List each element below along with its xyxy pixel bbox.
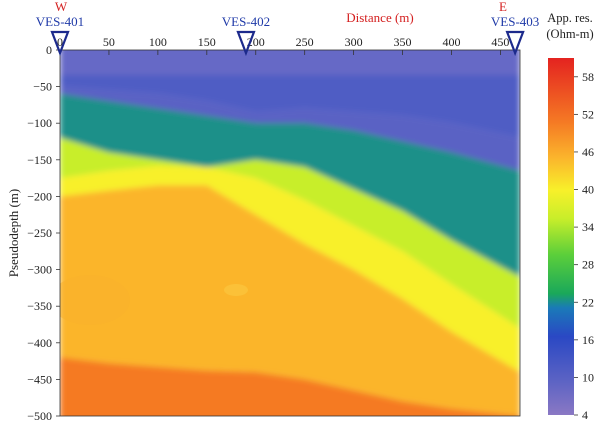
x-axis: 0 50 100 150 200 250 300 350 400 450 [57, 35, 509, 55]
y-tick-label: −50 [33, 80, 52, 94]
near-surface-wash [60, 50, 520, 75]
east-label: E [499, 0, 507, 14]
x-tick-label: 0 [57, 35, 63, 49]
colorbar-tick-label: 46 [582, 145, 594, 159]
colorbar-tick-label: 34 [582, 220, 594, 234]
y-axis-label: Pseudodepth (m) [6, 189, 21, 277]
high-resistivity-lobe-left [60, 275, 130, 325]
x-axis-label: Distance (m) [346, 10, 414, 25]
resistivity-band [60, 86, 520, 171]
station-label: VES-402 [222, 14, 270, 29]
resistivity-band [60, 357, 520, 416]
resistivity-band [60, 185, 520, 416]
x-tick-label: 50 [103, 35, 115, 49]
colorbar [548, 58, 574, 415]
x-tick-label: 400 [442, 35, 460, 49]
station-marker-icon [505, 30, 525, 57]
x-tick-label: 150 [198, 35, 216, 49]
colorbar-title: App. res. [547, 11, 592, 25]
station-label: VES-401 [36, 14, 84, 29]
y-tick-label: −400 [27, 336, 52, 350]
y-axis: 0 −50 −100 −150 −200 −250 −300 −350 −400 −450 −500 [27, 43, 60, 423]
station-marker-icon [236, 30, 256, 57]
y-tick-label: −200 [27, 189, 52, 203]
resistivity-band [60, 165, 520, 373]
colorbar-tick-label: 52 [582, 107, 594, 121]
colorbar-tick-label: 58 [582, 70, 594, 84]
colorbar-tick-label: 22 [582, 295, 594, 309]
colorbar-tick-label: 40 [582, 183, 594, 197]
colorbar-tick-label: 28 [582, 258, 594, 272]
y-tick-label: −250 [27, 226, 52, 240]
resistivity-band [60, 93, 520, 277]
station-markers: VES-401 VES-402 VES-403 [36, 14, 539, 57]
y-tick-label: 0 [46, 43, 52, 57]
y-tick-label: −450 [27, 372, 52, 386]
x-tick-label: 250 [296, 35, 314, 49]
y-tick-label: −150 [27, 153, 52, 167]
x-tick-label: 100 [149, 35, 167, 49]
colorbar-tick-label: 16 [582, 333, 594, 347]
y-tick-label: −500 [27, 409, 52, 423]
x-tick-label: 450 [491, 35, 509, 49]
y-tick-label: −300 [27, 263, 52, 277]
colorbar-unit: (Ohm-m) [546, 27, 593, 41]
station-marker-icon [50, 30, 70, 57]
high-resistivity-lobe-center [224, 284, 248, 296]
colorbar-tick-label: 4 [582, 408, 588, 422]
y-tick-label: −350 [27, 299, 52, 313]
station-label: VES-403 [491, 14, 539, 29]
colorbar-ticks: 58 52 46 40 34 28 22 16 10 4 [574, 70, 594, 422]
plot-area [60, 50, 520, 416]
west-label: W [55, 0, 68, 14]
x-tick-label: 300 [345, 35, 363, 49]
colorbar-tick-label: 10 [582, 370, 594, 384]
x-tick-label: 350 [394, 35, 412, 49]
y-tick-label: −100 [27, 116, 52, 130]
resistivity-band [60, 137, 520, 329]
